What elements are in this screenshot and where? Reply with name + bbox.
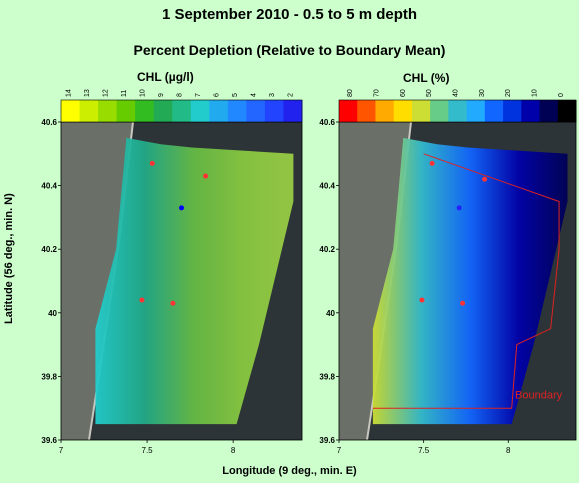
y-tick-label: 40.4 [319,182,335,191]
colorbar-tick-label: 20 [505,89,512,97]
colorbar-tick-label: 50 [426,89,433,97]
station-point [456,205,462,211]
boundary-annotation: Boundary [515,390,563,402]
land-area [61,122,133,440]
y-tick-label: 39.8 [319,372,335,381]
colorbar-segment [357,100,376,122]
y-tick-label: 40.2 [319,245,335,254]
y-tick-label: 40.2 [41,245,57,254]
chart-subtitle: Percent Depletion (Relative to Boundary … [133,42,446,58]
right-colorbar-label: CHL (%) [403,71,450,85]
y-tick-label: 40.6 [41,118,57,127]
colorbar-segment [135,100,155,122]
colorbar-frame [60,99,303,123]
left-colorbar-label: CHL (µg/l) [137,70,194,84]
y-tick-label: 39.6 [41,436,57,445]
station-point [429,160,435,166]
colorbar-tick-label: 70 [374,89,381,97]
colorbar-segment [153,100,173,122]
station-point [482,176,488,182]
y-tick-label: 39.6 [319,436,335,445]
station-point [149,160,155,166]
colorbar-segment [484,100,504,122]
colorbar-segment [557,100,577,122]
colorbar-tick-label: 30 [479,89,486,97]
colorbar-segment [209,100,229,122]
x-tick-label: 7 [337,446,342,455]
colorbar-segment [466,100,486,122]
colorbar-tick-label: 4 [251,93,258,97]
colorbar-segment [521,100,541,122]
colorbar-segment [227,100,247,122]
colorbar-segment [430,100,449,122]
colorbar-segment [172,100,192,122]
colorbar-segment [393,100,413,122]
x-tick-label: 7 [59,446,64,455]
colorbar-tick-label: 2 [288,93,295,97]
data-field [372,137,568,425]
colorbar-tick-label: 60 [400,89,407,97]
colorbar-tick-label: 5 [232,93,239,97]
colorbar-tick-label: 6 [214,93,221,97]
colorbar-segment [411,100,431,122]
colorbar-segment [246,100,266,122]
colorbar-segment [283,100,303,122]
colorbar-tick-label: 9 [158,93,165,97]
x-tick-label: 7.5 [418,446,430,455]
colorbar-tick-label: 14 [65,89,72,97]
colorbar-segment [61,100,81,122]
colorbar-segment [448,100,468,122]
colorbar-segment [98,100,118,122]
colorbar-segment [116,100,136,122]
y-tick-label: 40.6 [319,118,335,127]
x-axis-label: Longitude (9 deg., min. E) [222,465,357,477]
station-point [170,300,176,306]
y-tick-label: 39.8 [41,372,57,381]
colorbar-tick-label: 7 [195,93,202,97]
x-tick-label: 8 [506,446,511,455]
colorbar-segment [503,100,522,122]
chart-title: 1 September 2010 - 0.5 to 5 m depth [161,6,418,23]
colorbar-tick-label: 10 [532,89,539,97]
land-area [339,122,411,440]
colorbar-tick-label: 0 [558,93,565,97]
colorbar-segment [190,100,210,122]
data-field [95,137,294,425]
colorbar-tick-label: 3 [269,93,276,97]
colorbar-tick-label: 80 [347,89,354,97]
x-tick-label: 8 [231,446,236,455]
y-tick-label: 40 [326,309,335,318]
colorbar-segment [375,100,395,122]
colorbar-segment [339,100,358,122]
colorbar-tick-label: 40 [453,89,460,97]
station-point [460,300,466,306]
x-tick-label: 7.5 [142,446,154,455]
colorbar-tick-label: 12 [102,89,109,97]
colorbar-segment [539,100,559,122]
station-point [203,173,209,179]
station-point [179,205,184,211]
colorbar-frame [338,99,577,123]
colorbar-tick-label: 10 [139,89,146,97]
station-point [139,297,145,303]
colorbar-segment [79,100,99,122]
boundary-line [372,153,560,409]
station-point [419,297,425,303]
colorbar-tick-label: 8 [177,93,184,97]
y-tick-label: 40 [48,309,57,318]
colorbar-tick-label: 13 [84,89,91,97]
colorbar-segment [264,100,284,122]
colorbar-tick-label: 11 [121,90,128,97]
y-tick-label: 40.4 [41,182,57,191]
